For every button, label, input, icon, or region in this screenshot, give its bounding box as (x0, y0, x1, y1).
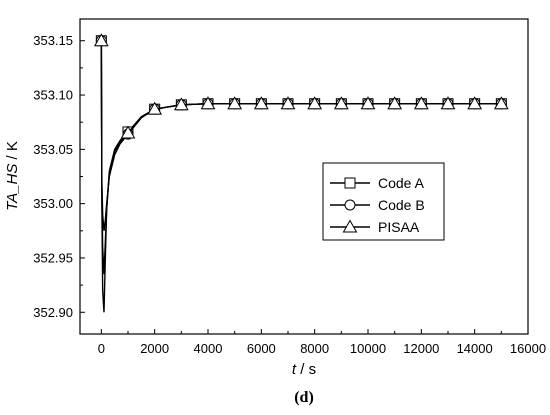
y-tick-label: 353.15 (33, 33, 73, 48)
legend-item: Code A (330, 175, 425, 191)
panel-label: (d) (294, 389, 314, 406)
triangle-marker (280, 96, 296, 110)
y-tick-label: 352.90 (33, 305, 73, 320)
x-tick-label: 4000 (194, 341, 223, 356)
x-tick-label: 12000 (403, 341, 439, 356)
y-tick-label: 352.95 (33, 250, 73, 265)
x-tick-label: 6000 (247, 341, 276, 356)
plot-frame (79, 18, 529, 335)
y-tick-label: 353.05 (33, 142, 73, 157)
x-axis-title: t / s (292, 361, 316, 378)
ticks-layer: 0 2000 4000 6000 8000 10000 12000 14000 16000 352… (33, 33, 546, 356)
x-tick-label: 10000 (350, 341, 386, 356)
y-axis-title: TA_HS / K (4, 141, 21, 211)
square-marker (344, 177, 356, 189)
legend-item: PISAA (330, 219, 420, 235)
legend-label: PISAA (378, 219, 420, 235)
triangle-marker (307, 96, 323, 110)
triangle-marker (120, 125, 136, 139)
circle-marker (344, 199, 356, 211)
series-circle (95, 35, 507, 231)
legend-item: Code B (330, 197, 425, 213)
triangle-marker (333, 96, 349, 110)
triangle-marker (253, 96, 269, 110)
series-triangle (93, 33, 509, 275)
triangle-marker (360, 96, 376, 110)
legend-label: Code B (378, 197, 425, 213)
triangle-marker (493, 96, 509, 110)
triangle-marker (440, 96, 456, 110)
x-tick-label: 2000 (140, 341, 169, 356)
y-tick-label: 353.00 (33, 196, 73, 211)
legend-label: Code A (378, 175, 425, 191)
triangle-marker (93, 33, 109, 47)
triangle-marker (413, 96, 429, 110)
legend: Code A Code B PISAA (322, 162, 445, 241)
triangle-marker (387, 96, 403, 110)
triangle-marker (227, 96, 243, 110)
y-tick-label: 353.10 (33, 88, 73, 103)
series-square (95, 35, 507, 313)
triangle-marker (147, 101, 163, 115)
triangle-marker (467, 96, 483, 110)
triangle-marker (200, 96, 216, 110)
x-tick-label: 14000 (457, 341, 493, 356)
x-tick-label: 8000 (300, 341, 329, 356)
series-layer (93, 33, 509, 313)
triangle-marker (173, 97, 189, 111)
triangle-marker (342, 219, 358, 233)
x-tick-label: 16000 (510, 341, 546, 356)
series-line (100, 40, 502, 275)
x-tick-label: 0 (98, 341, 105, 356)
